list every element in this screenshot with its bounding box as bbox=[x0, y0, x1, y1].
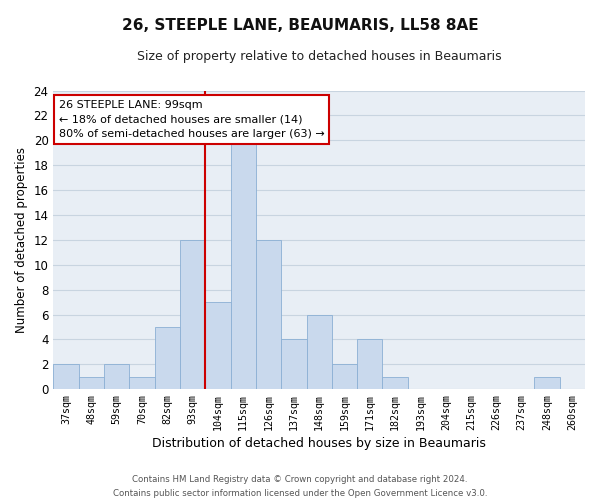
Title: Size of property relative to detached houses in Beaumaris: Size of property relative to detached ho… bbox=[137, 50, 502, 63]
Bar bbox=[230, 140, 256, 389]
Bar bbox=[79, 377, 104, 389]
Bar bbox=[357, 340, 382, 389]
X-axis label: Distribution of detached houses by size in Beaumaris: Distribution of detached houses by size … bbox=[152, 437, 486, 450]
Bar bbox=[281, 340, 307, 389]
Bar bbox=[382, 377, 408, 389]
Y-axis label: Number of detached properties: Number of detached properties bbox=[15, 147, 28, 333]
Bar bbox=[180, 240, 205, 389]
Text: Contains HM Land Registry data © Crown copyright and database right 2024.
Contai: Contains HM Land Registry data © Crown c… bbox=[113, 476, 487, 498]
Text: 26, STEEPLE LANE, BEAUMARIS, LL58 8AE: 26, STEEPLE LANE, BEAUMARIS, LL58 8AE bbox=[122, 18, 478, 32]
Text: 26 STEEPLE LANE: 99sqm
← 18% of detached houses are smaller (14)
80% of semi-det: 26 STEEPLE LANE: 99sqm ← 18% of detached… bbox=[59, 100, 325, 139]
Bar bbox=[256, 240, 281, 389]
Bar bbox=[307, 314, 332, 389]
Bar bbox=[332, 364, 357, 389]
Bar bbox=[104, 364, 130, 389]
Bar bbox=[155, 327, 180, 389]
Bar bbox=[535, 377, 560, 389]
Bar bbox=[205, 302, 230, 389]
Bar bbox=[130, 377, 155, 389]
Bar bbox=[53, 364, 79, 389]
